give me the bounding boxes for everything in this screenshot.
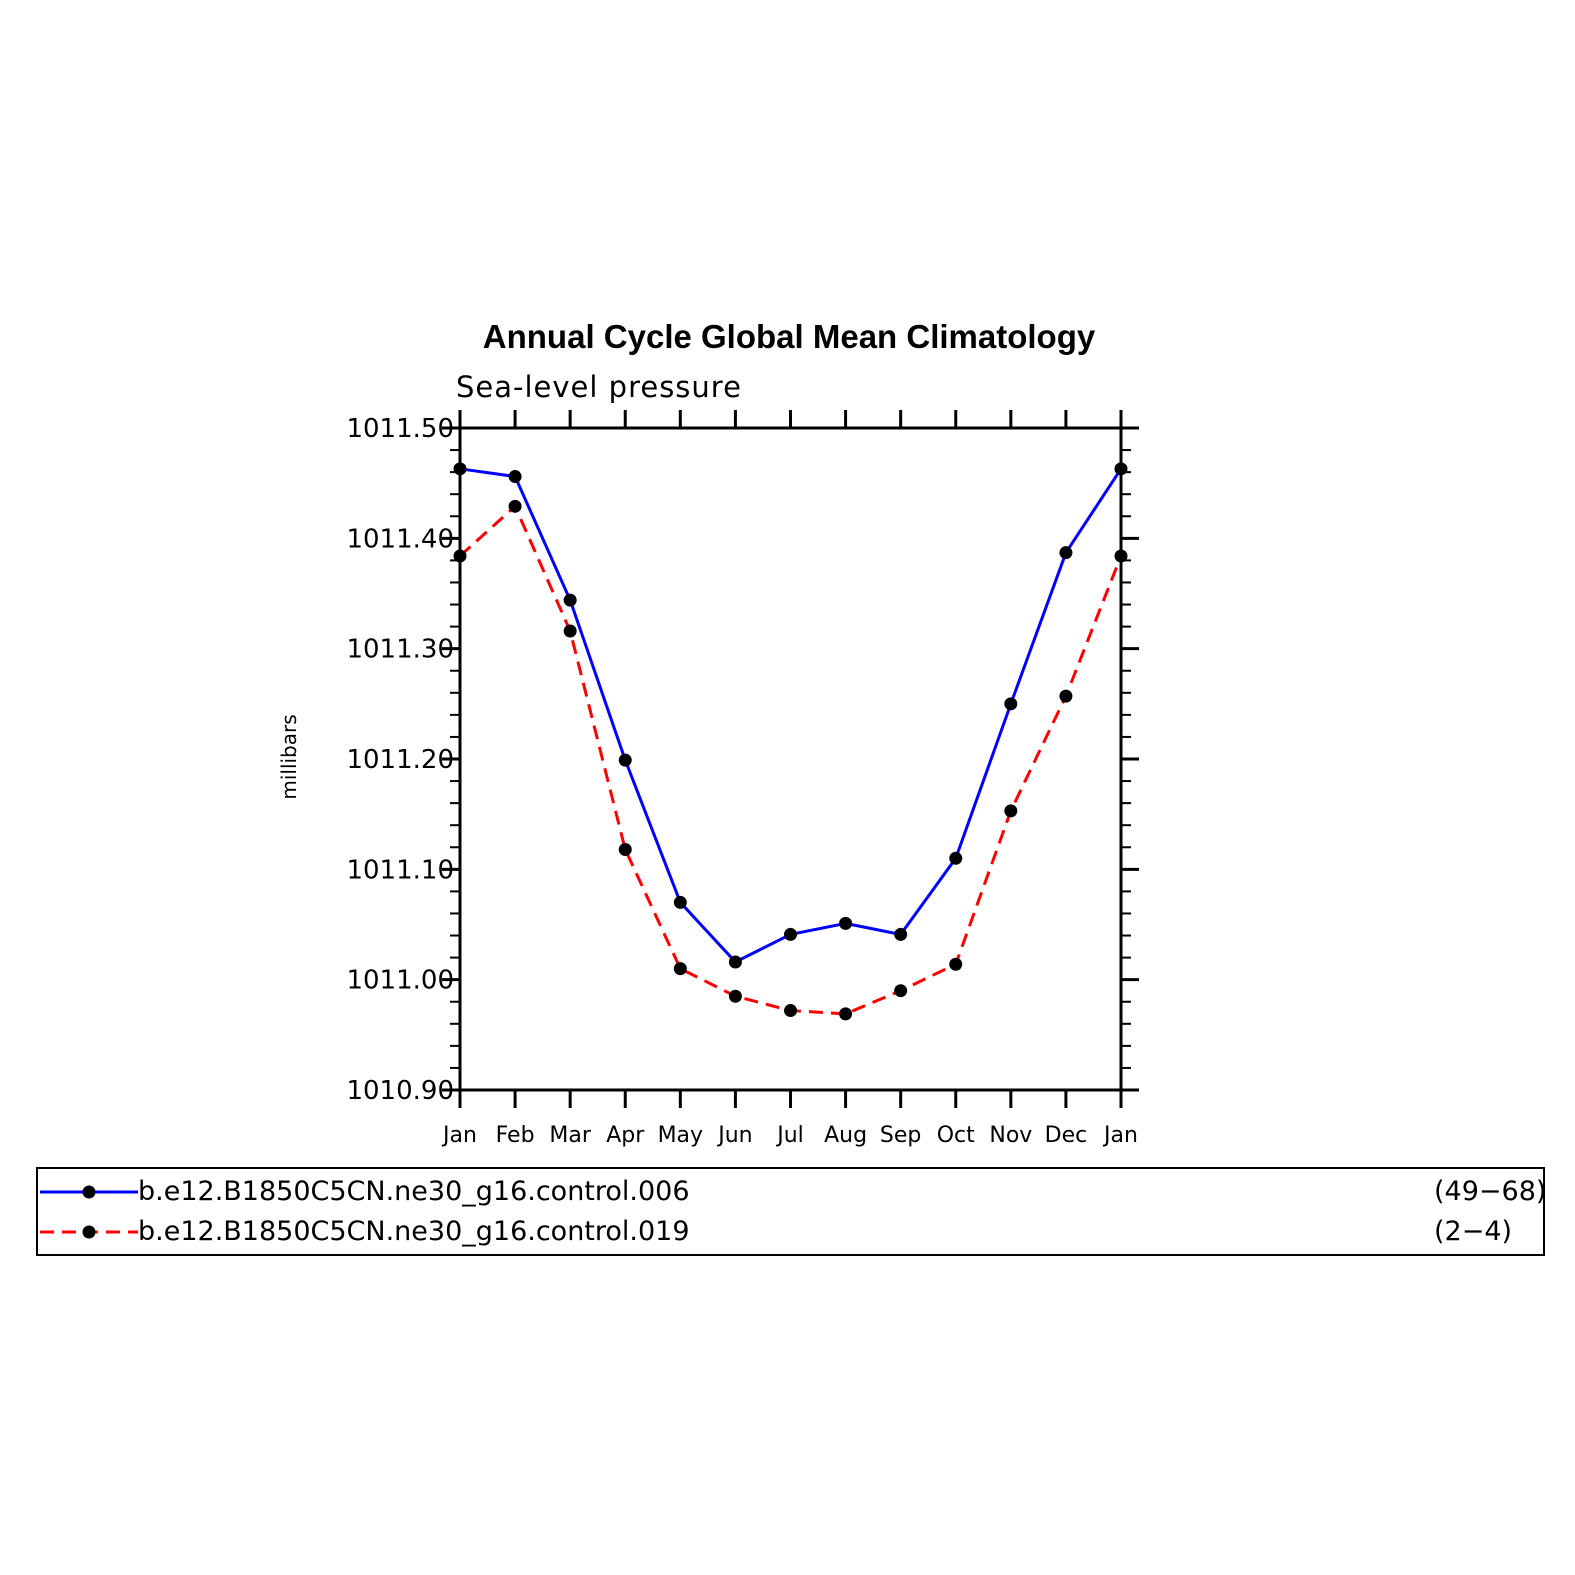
- axis-ticks: [442, 410, 1139, 1108]
- legend-label-1: b.e12.B1850C5CN.ne30_g16.control.006: [138, 1176, 690, 1207]
- legend-marker-1: [82, 1185, 96, 1199]
- y-tick-label: 1011.10: [346, 855, 454, 885]
- x-tick-label: Jul: [775, 1123, 804, 1148]
- x-tick-label: Nov: [989, 1123, 1032, 1148]
- series-1-marker: [1004, 697, 1018, 711]
- series-1-marker: [1059, 546, 1073, 560]
- legend-years-1: (49−68): [1434, 1176, 1546, 1207]
- series-1-marker: [949, 851, 963, 865]
- series-1-marker: [894, 927, 908, 941]
- x-tick-label: May: [658, 1123, 703, 1148]
- legend-box: [36, 1167, 1545, 1256]
- series-2-marker: [673, 962, 687, 976]
- series-1-marker: [673, 895, 687, 909]
- x-tick-label: Feb: [496, 1123, 535, 1148]
- y-tick-label: 1010.90: [346, 1076, 454, 1106]
- legend-label-2: b.e12.B1850C5CN.ne30_g16.control.019: [138, 1216, 690, 1247]
- series-line-1: [459, 467, 1123, 964]
- axis-tick-labels: 1010.90 1011.00 1011.10 1011.20 1011.30 1011.…: [346, 414, 1137, 1148]
- series-2-marker: [839, 1007, 853, 1021]
- series-1-marker: [618, 753, 632, 767]
- y-tick-label: 1011.20: [346, 745, 454, 775]
- x-tick-label: Jun: [716, 1123, 752, 1148]
- series-2-marker: [508, 499, 522, 513]
- x-tick-label: Aug: [824, 1123, 867, 1148]
- legend-years-2: (2−4): [1434, 1216, 1512, 1247]
- x-tick-label: Dec: [1045, 1123, 1088, 1148]
- x-tick-label: Mar: [549, 1123, 591, 1148]
- series-1-marker: [508, 470, 522, 484]
- chart-title: Annual Cycle Global Mean Climatology: [483, 318, 1096, 355]
- x-tick-label: Jan: [441, 1123, 477, 1148]
- series-markers: [453, 462, 1128, 1021]
- series-2-marker: [784, 1004, 797, 1018]
- y-tick-label: 1011.40: [346, 524, 454, 554]
- series-2-marker: [894, 984, 908, 998]
- x-tick-label: Sep: [880, 1123, 921, 1148]
- chart-subtitle: Sea-level pressure: [456, 370, 742, 404]
- series-2-marker: [563, 624, 577, 638]
- series-2-marker: [1004, 804, 1018, 818]
- legend: b.e12.B1850C5CN.ne30_g16.control.006 (49−…: [36, 1167, 1546, 1256]
- x-tick-label: Jan: [1102, 1123, 1138, 1148]
- plot-frame: [458, 426, 1123, 1092]
- y-tick-label: 1011.50: [346, 414, 454, 444]
- x-tick-label: Oct: [937, 1123, 975, 1148]
- y-tick-label: 1011.00: [346, 966, 454, 996]
- series-1-marker: [728, 955, 742, 969]
- y-tick-label: 1011.30: [346, 635, 454, 665]
- x-tick-label: Apr: [606, 1123, 645, 1148]
- series-2-marker: [949, 957, 963, 971]
- series-2-marker: [1059, 689, 1073, 703]
- series-1-marker: [839, 916, 853, 930]
- series-2-marker: [618, 842, 632, 856]
- series-1-marker: [784, 927, 797, 941]
- series-1-marker: [563, 593, 577, 607]
- legend-entries: b.e12.B1850C5CN.ne30_g16.control.006 (49−…: [40, 1176, 1546, 1247]
- legend-marker-2: [82, 1225, 96, 1239]
- y-axis-label: millibars: [277, 714, 301, 799]
- series-2-marker: [728, 989, 742, 1003]
